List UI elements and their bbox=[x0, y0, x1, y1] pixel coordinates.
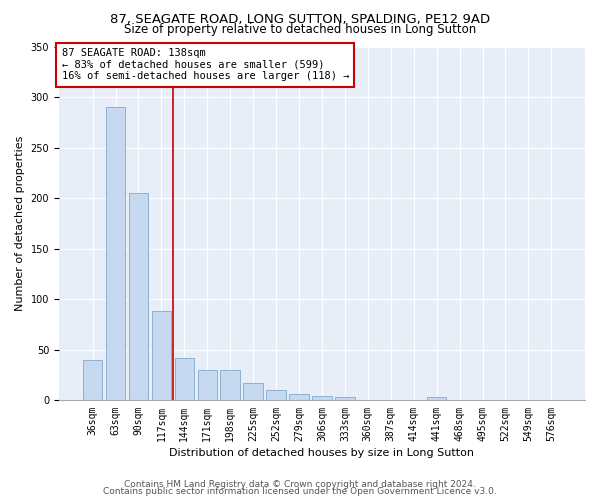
Bar bbox=[106, 107, 125, 401]
Bar bbox=[128, 193, 148, 400]
Y-axis label: Number of detached properties: Number of detached properties bbox=[15, 136, 25, 311]
Bar bbox=[266, 390, 286, 400]
Bar bbox=[152, 312, 171, 400]
Text: Contains public sector information licensed under the Open Government Licence v3: Contains public sector information licen… bbox=[103, 488, 497, 496]
Bar bbox=[244, 384, 263, 400]
Text: Contains HM Land Registry data © Crown copyright and database right 2024.: Contains HM Land Registry data © Crown c… bbox=[124, 480, 476, 489]
Bar bbox=[197, 370, 217, 400]
Bar bbox=[83, 360, 103, 401]
Text: Size of property relative to detached houses in Long Sutton: Size of property relative to detached ho… bbox=[124, 22, 476, 36]
Bar bbox=[220, 370, 240, 400]
Bar bbox=[335, 398, 355, 400]
X-axis label: Distribution of detached houses by size in Long Sutton: Distribution of detached houses by size … bbox=[169, 448, 475, 458]
Bar bbox=[427, 398, 446, 400]
Text: 87, SEAGATE ROAD, LONG SUTTON, SPALDING, PE12 9AD: 87, SEAGATE ROAD, LONG SUTTON, SPALDING,… bbox=[110, 12, 490, 26]
Text: 87 SEAGATE ROAD: 138sqm
← 83% of detached houses are smaller (599)
16% of semi-d: 87 SEAGATE ROAD: 138sqm ← 83% of detache… bbox=[62, 48, 349, 82]
Bar bbox=[312, 396, 332, 400]
Bar bbox=[175, 358, 194, 401]
Bar bbox=[289, 394, 309, 400]
